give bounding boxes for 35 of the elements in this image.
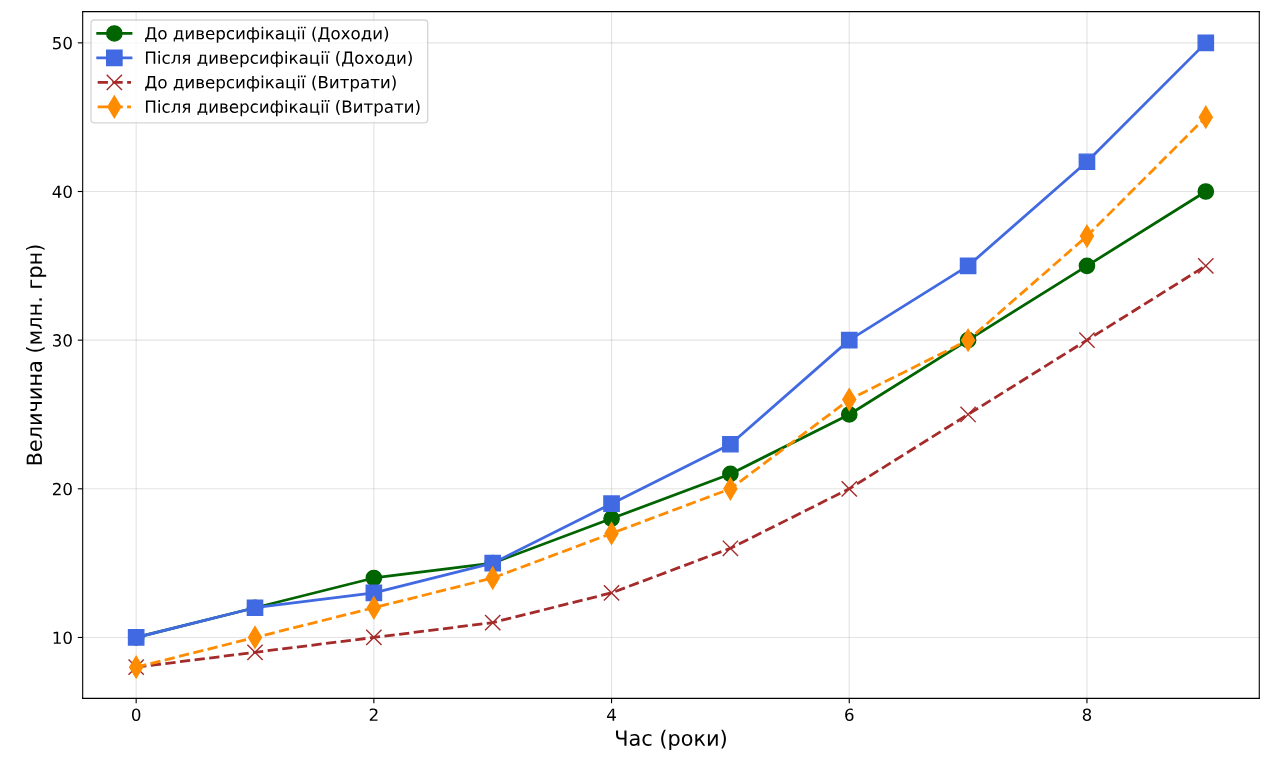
point xyxy=(840,480,858,498)
point xyxy=(1197,183,1215,200)
point xyxy=(365,629,383,646)
y-tick-label: 50 xyxy=(53,36,72,50)
point xyxy=(365,569,383,587)
point xyxy=(722,435,739,453)
x-tick-label: 6 xyxy=(845,708,854,722)
point xyxy=(1078,257,1096,275)
point xyxy=(1078,331,1096,349)
point xyxy=(840,406,858,423)
point xyxy=(840,331,858,349)
point xyxy=(1197,34,1215,52)
x-tick-label: 4 xyxy=(607,708,616,721)
legend-label: Після диверсифікації (Доходи) xyxy=(145,51,412,68)
x-tick-label: 2 xyxy=(369,708,378,721)
point xyxy=(603,495,620,513)
legend-label: До диверсифікації (Доходи) xyxy=(145,26,389,43)
point xyxy=(484,614,502,631)
point xyxy=(959,406,977,423)
point xyxy=(246,643,264,661)
y-axis-title: Величина (млн. грн) xyxy=(26,245,47,465)
point xyxy=(959,257,977,275)
y-tick-label: 40 xyxy=(52,185,72,199)
point xyxy=(722,539,739,557)
x-axis-title: Час (роки) xyxy=(616,729,726,750)
x-tick-label: 0 xyxy=(131,708,141,722)
point xyxy=(1197,257,1215,275)
y-tick-label: 10 xyxy=(53,631,72,645)
x-tick-label: 8 xyxy=(1082,708,1092,722)
point xyxy=(1078,153,1096,171)
legend-label: Після диверсифікації (Витрати) xyxy=(145,100,420,117)
point xyxy=(603,584,620,602)
legend-label: До диверсифікації (Витрати) xyxy=(145,75,396,92)
y-tick-label: 30 xyxy=(53,334,72,347)
y-tick-label: 20 xyxy=(52,482,72,496)
